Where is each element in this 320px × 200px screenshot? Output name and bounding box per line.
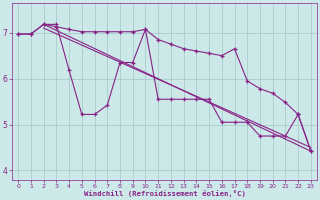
X-axis label: Windchill (Refroidissement éolien,°C): Windchill (Refroidissement éolien,°C): [84, 190, 245, 197]
